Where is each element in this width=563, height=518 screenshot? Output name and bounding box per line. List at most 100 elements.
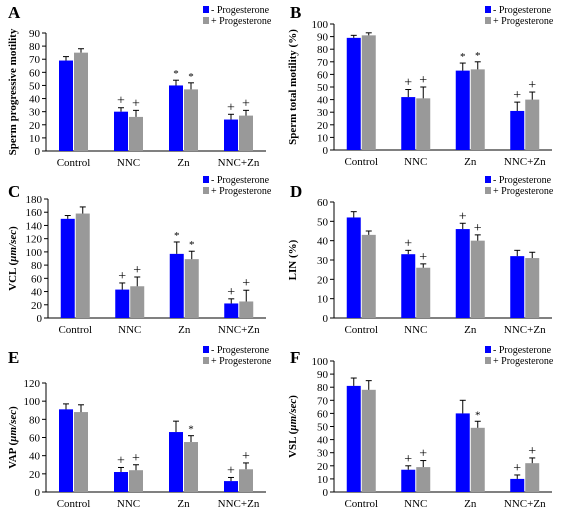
y-tick-label: 50 — [317, 216, 329, 228]
y-tick-label: 40 — [31, 287, 43, 299]
bar-plus — [184, 442, 198, 492]
bar-minus — [455, 413, 470, 492]
y-tick-label: 50 — [317, 422, 329, 434]
y-tick-label: 100 — [312, 19, 329, 31]
legend-swatch — [203, 357, 209, 364]
bar-plus — [525, 258, 540, 318]
panel-letter: A — [8, 3, 21, 22]
y-tick-label: 70 — [317, 395, 329, 407]
y-tick-label: 10 — [29, 133, 41, 145]
bar-minus — [114, 472, 128, 492]
legend-label: - Progesterone — [493, 345, 552, 356]
bar-plus — [470, 69, 485, 150]
y-tick-label: 60 — [317, 69, 329, 81]
legend-swatch — [485, 17, 491, 24]
y-tick-label: 40 — [317, 435, 329, 447]
category-label: Zn — [177, 157, 190, 169]
legend-swatch — [203, 346, 209, 353]
y-tick-label: 180 — [26, 194, 43, 206]
bar-plus — [129, 116, 143, 151]
y-axis-label: LIN (%) — [287, 239, 299, 280]
y-tick-label: 30 — [29, 107, 41, 119]
bar-plus — [361, 389, 376, 492]
category-label: NNC+Zn — [504, 156, 546, 168]
significance-mark: + — [118, 269, 126, 284]
category-label: Zn — [178, 324, 191, 336]
significance-mark: * — [475, 409, 481, 421]
bar-minus — [510, 110, 525, 150]
category-label: NNC+Zn — [218, 324, 260, 336]
y-tick-label: 160 — [26, 207, 43, 219]
bar-plus — [74, 412, 88, 492]
significance-mark: + — [242, 96, 250, 111]
significance-mark: + — [242, 449, 250, 464]
y-tick-label: 60 — [29, 67, 41, 79]
y-tick-label: 60 — [317, 408, 329, 420]
legend-swatch — [203, 176, 209, 183]
y-tick-label: 80 — [317, 382, 329, 394]
y-tick-label: 80 — [31, 260, 43, 272]
bar-minus — [224, 119, 238, 151]
significance-mark: + — [474, 221, 482, 236]
bar-minus — [59, 60, 73, 151]
y-tick-label: 90 — [317, 32, 329, 44]
significance-mark: * — [188, 424, 194, 436]
significance-mark: * — [188, 71, 194, 83]
legend-swatch — [485, 346, 491, 353]
bar-minus — [346, 37, 361, 150]
category-label: NNC — [117, 157, 140, 169]
significance-mark: + — [513, 461, 521, 476]
y-tick-label: 20 — [31, 300, 43, 312]
y-tick-label: 40 — [29, 451, 41, 463]
y-tick-label: 120 — [26, 234, 43, 246]
legend-label: + Progesterone — [211, 16, 272, 27]
significance-mark: * — [173, 68, 179, 80]
y-tick-label: 60 — [29, 433, 41, 445]
bar-minus — [455, 70, 470, 150]
significance-mark: + — [227, 285, 235, 300]
bar-plus — [416, 98, 431, 150]
bar-minus — [59, 409, 73, 492]
significance-mark: * — [189, 239, 195, 251]
bar-minus — [224, 303, 239, 318]
y-axis-label: Sperm progressive motility — [7, 28, 19, 155]
legend-label: - Progesterone — [211, 175, 270, 186]
y-tick-label: 20 — [317, 274, 329, 286]
y-tick-label: 90 — [29, 28, 41, 40]
bar-plus — [525, 463, 540, 492]
y-tick-label: 60 — [317, 197, 329, 209]
significance-mark: + — [227, 100, 235, 115]
y-tick-label: 10 — [317, 474, 329, 486]
y-tick-label: 40 — [317, 236, 329, 248]
bar-minus — [510, 256, 525, 318]
significance-mark: + — [419, 73, 427, 88]
category-label: NNC+Zn — [218, 157, 260, 169]
bar-plus — [239, 469, 253, 492]
panel-e: E 0 20 40 60 80 100 120 VAP (µm/sec) Control + + NNC… — [7, 345, 272, 510]
category-label: Control — [344, 324, 378, 336]
significance-mark: + — [242, 276, 250, 291]
bar-minus — [60, 218, 75, 318]
y-tick-label: 30 — [317, 448, 329, 460]
bar-plus — [129, 470, 143, 492]
y-tick-label: 120 — [24, 378, 41, 390]
bar-minus — [169, 432, 183, 492]
significance-mark: + — [132, 96, 140, 111]
bar-plus — [239, 301, 254, 318]
legend-label: + Progesterone — [211, 356, 272, 367]
significance-mark: + — [227, 463, 235, 478]
category-label: Zn — [464, 498, 477, 510]
panel-letter: F — [290, 348, 300, 367]
significance-mark: + — [132, 451, 140, 466]
legend-label: - Progesterone — [493, 175, 552, 186]
category-label: NNC — [117, 498, 140, 510]
bar-minus — [401, 469, 416, 492]
y-tick-label: 70 — [29, 54, 41, 66]
bar-minus — [224, 481, 238, 492]
y-tick-label: 0 — [323, 145, 329, 157]
legend-label: - Progesterone — [211, 345, 270, 356]
significance-mark: + — [133, 263, 141, 278]
significance-mark: + — [528, 444, 536, 459]
